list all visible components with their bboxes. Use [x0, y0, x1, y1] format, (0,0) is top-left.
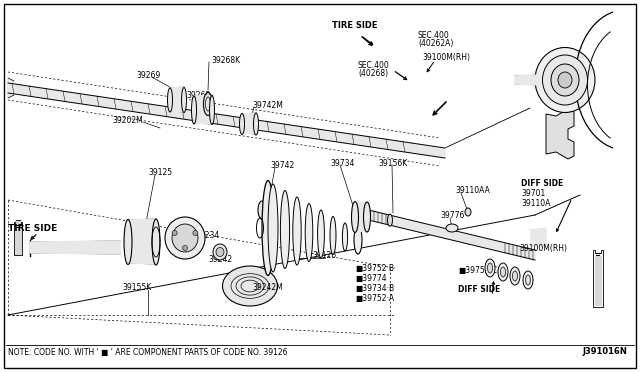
Ellipse shape — [165, 217, 205, 259]
Ellipse shape — [446, 224, 458, 232]
Text: TIRE SIDE: TIRE SIDE — [8, 224, 57, 232]
Ellipse shape — [191, 96, 196, 124]
Ellipse shape — [330, 217, 336, 254]
Polygon shape — [515, 75, 540, 85]
Polygon shape — [194, 95, 212, 124]
Text: 39202M: 39202M — [112, 115, 143, 125]
Text: 39110AA: 39110AA — [455, 186, 490, 195]
Text: 39100M(RH): 39100M(RH) — [422, 52, 470, 61]
Ellipse shape — [182, 246, 188, 250]
Ellipse shape — [535, 48, 595, 112]
Ellipse shape — [510, 267, 520, 285]
Text: 39701: 39701 — [521, 189, 545, 198]
Ellipse shape — [317, 210, 324, 258]
Ellipse shape — [387, 214, 392, 226]
Ellipse shape — [268, 184, 278, 272]
Ellipse shape — [209, 96, 214, 125]
Ellipse shape — [152, 219, 160, 265]
Text: ■39774: ■39774 — [355, 273, 387, 282]
Text: 39155K: 39155K — [122, 283, 151, 292]
Ellipse shape — [513, 271, 518, 281]
Text: (40262A): (40262A) — [418, 38, 453, 48]
Text: 39776: 39776 — [440, 211, 465, 219]
Polygon shape — [360, 208, 535, 260]
Polygon shape — [8, 83, 445, 158]
Ellipse shape — [305, 203, 313, 262]
Polygon shape — [546, 109, 574, 159]
Ellipse shape — [280, 190, 289, 269]
Ellipse shape — [543, 55, 588, 105]
Text: 39742M: 39742M — [252, 100, 283, 109]
Text: NOTE: CODE NO. WITH ' ■ ' ARE COMPONENT PARTS OF CODE NO. 39126: NOTE: CODE NO. WITH ' ■ ' ARE COMPONENT … — [8, 347, 287, 356]
Text: 39234: 39234 — [195, 231, 220, 240]
Ellipse shape — [223, 266, 278, 306]
Ellipse shape — [292, 197, 301, 265]
Ellipse shape — [342, 223, 348, 251]
Text: 39110A: 39110A — [521, 199, 550, 208]
Polygon shape — [30, 241, 120, 254]
Polygon shape — [170, 87, 184, 112]
Ellipse shape — [253, 113, 259, 135]
Ellipse shape — [551, 64, 579, 96]
Ellipse shape — [558, 72, 572, 88]
Polygon shape — [242, 113, 256, 134]
Ellipse shape — [216, 247, 224, 257]
Text: ■39752·A: ■39752·A — [355, 294, 394, 302]
Text: 39242: 39242 — [208, 254, 232, 263]
Polygon shape — [8, 78, 14, 98]
Ellipse shape — [465, 208, 471, 216]
Text: DIFF SIDE: DIFF SIDE — [458, 285, 500, 295]
Ellipse shape — [500, 267, 506, 277]
Text: ■39752·C: ■39752·C — [458, 266, 497, 275]
Text: DIFF SIDE: DIFF SIDE — [521, 179, 563, 187]
Ellipse shape — [525, 275, 531, 285]
Text: 39269: 39269 — [186, 90, 211, 99]
Polygon shape — [595, 256, 601, 305]
Text: 39100M(RH): 39100M(RH) — [519, 244, 567, 253]
Ellipse shape — [485, 259, 495, 277]
Text: ■39734·B: ■39734·B — [355, 283, 394, 292]
Ellipse shape — [172, 224, 198, 252]
Ellipse shape — [193, 231, 198, 235]
Polygon shape — [128, 219, 156, 264]
Ellipse shape — [258, 201, 266, 219]
Text: 39734: 39734 — [330, 158, 355, 167]
Polygon shape — [15, 220, 21, 255]
Text: ■39752·B: ■39752·B — [355, 263, 394, 273]
Text: SEC.400: SEC.400 — [358, 61, 390, 70]
Ellipse shape — [351, 202, 358, 232]
Ellipse shape — [172, 231, 177, 235]
Text: J391016N: J391016N — [582, 347, 627, 356]
Ellipse shape — [262, 180, 274, 276]
Ellipse shape — [364, 202, 371, 232]
Polygon shape — [531, 228, 546, 248]
Ellipse shape — [488, 263, 493, 273]
Text: 39268K: 39268K — [211, 55, 240, 64]
Polygon shape — [355, 202, 367, 232]
Ellipse shape — [239, 113, 244, 135]
Ellipse shape — [213, 244, 227, 260]
Text: 39156K: 39156K — [378, 158, 407, 167]
Ellipse shape — [523, 271, 533, 289]
Ellipse shape — [354, 226, 362, 254]
Text: SEC.400: SEC.400 — [418, 31, 450, 39]
Text: 39742: 39742 — [270, 160, 294, 170]
Ellipse shape — [498, 263, 508, 281]
Text: (40268): (40268) — [358, 68, 388, 77]
Ellipse shape — [124, 219, 132, 264]
Text: 39242M: 39242M — [252, 283, 283, 292]
Ellipse shape — [168, 88, 173, 112]
Text: 39126: 39126 — [312, 250, 336, 260]
Text: 39125: 39125 — [148, 167, 172, 176]
Text: 39269: 39269 — [136, 71, 160, 80]
Ellipse shape — [182, 87, 186, 112]
Text: TIRE SIDE: TIRE SIDE — [332, 20, 378, 29]
